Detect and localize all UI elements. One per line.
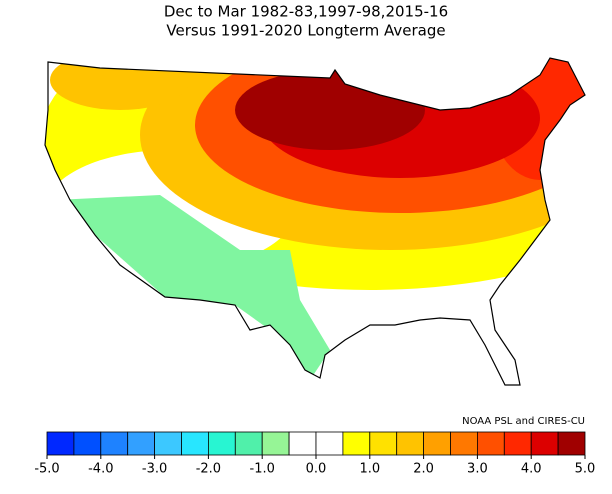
colorbar-box — [557, 431, 586, 456]
colorbar-box — [181, 431, 209, 456]
colorbar-box — [154, 431, 182, 456]
anomaly-map — [45, 58, 585, 380]
colorbar-box — [207, 431, 236, 456]
colorbar-box — [46, 431, 75, 456]
colorbar-box — [369, 431, 398, 456]
colorbar-box — [127, 431, 155, 456]
credit: NOAA PSL and CIRES-CU — [462, 416, 585, 427]
title: Dec to Mar 1982-83,1997-98,2015-16 — [164, 3, 448, 21]
colorbar-box — [530, 431, 559, 456]
colorbar-box — [73, 431, 102, 456]
colorbar-box — [342, 431, 371, 456]
colorbar-box — [476, 431, 505, 456]
colorbar-tick-label: 5.0 — [575, 462, 596, 477]
colorbar-tick-label: -1.0 — [250, 462, 275, 477]
colorbar-box — [100, 431, 129, 456]
colorbar-tick-label: 2.0 — [413, 462, 434, 477]
colorbar-tick-label: 3.0 — [467, 462, 488, 477]
colorbar-tick-label: -3.0 — [142, 462, 167, 477]
colorbar-box — [450, 431, 478, 456]
subtitle: Versus 1991-2020 Longterm Average — [166, 22, 445, 40]
colorbar-box — [503, 431, 532, 456]
colorbar-tick-label: 4.0 — [521, 462, 542, 477]
colorbar-tick-label: -4.0 — [88, 462, 113, 477]
colorbar-box — [234, 431, 263, 456]
colorbar-tick-label: 0.0 — [306, 462, 327, 477]
colorbar-tick-label: 1.0 — [359, 462, 380, 477]
colorbar: -5.0 -4.0 -3.0 -2.0 -1.0 0.0 1.0 2.0 3.0 4.0 5.0 — [34, 431, 596, 477]
colorbar-box — [423, 431, 451, 456]
colorbar-box — [288, 431, 317, 456]
colorbar-box — [315, 431, 344, 456]
colorbar-box — [261, 431, 290, 456]
colorbar-box — [396, 431, 425, 456]
colorbar-tick-label: -5.0 — [34, 462, 59, 477]
colorbar-tick-label: -2.0 — [196, 462, 221, 477]
